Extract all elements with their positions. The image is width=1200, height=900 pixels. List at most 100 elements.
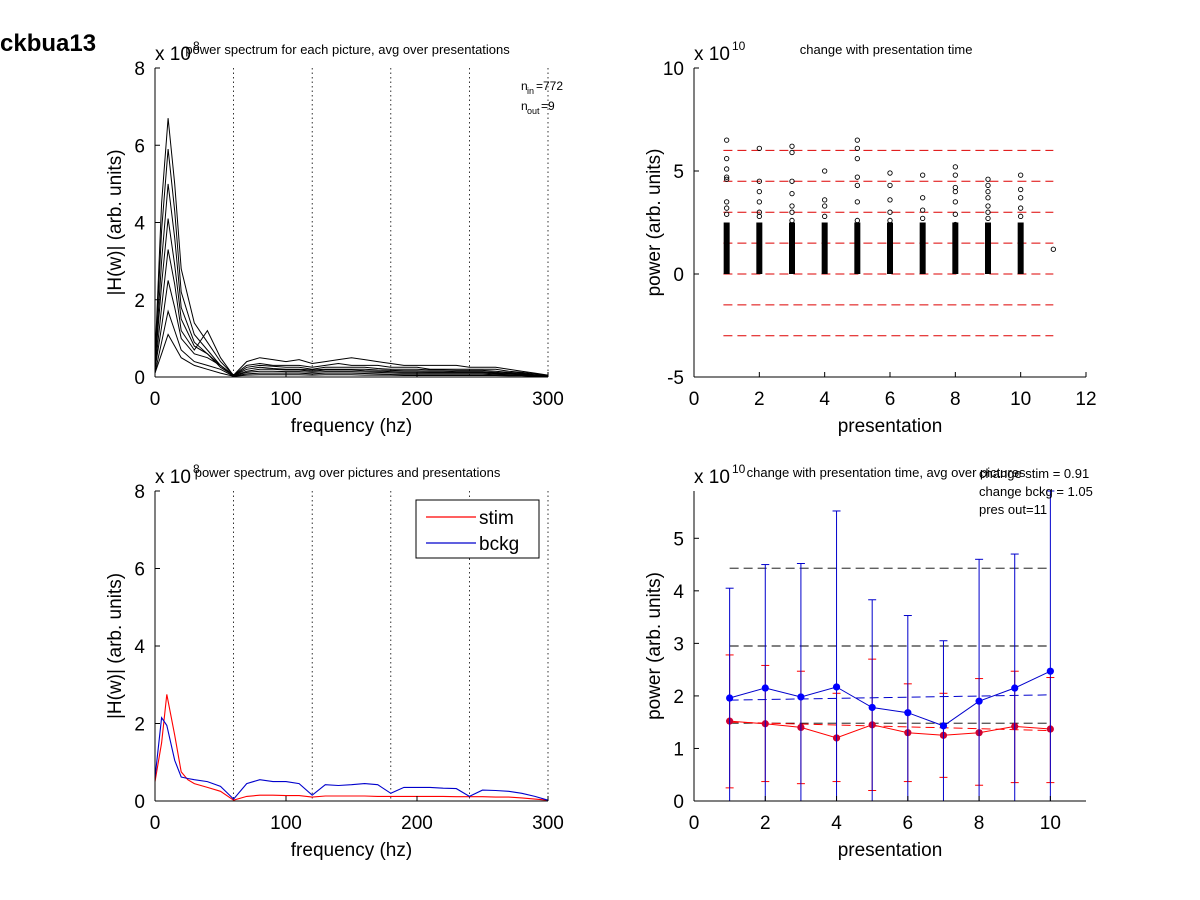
x-tick-label: 12 <box>1075 389 1096 410</box>
data-point-bckg <box>1011 684 1019 692</box>
annotation-nout-label: n <box>521 99 528 113</box>
y-tick-label: 4 <box>134 214 145 235</box>
series-line-stim <box>729 720 1051 739</box>
trend-line-bckg <box>729 694 1051 701</box>
x-tick-label: 100 <box>270 389 302 410</box>
data-point <box>854 137 860 143</box>
data-point <box>1018 213 1024 219</box>
x-tick-label: 8 <box>974 813 985 834</box>
annotation-nout-value: =9 <box>541 99 555 113</box>
x-tick-label: 6 <box>903 813 914 834</box>
y-tick-label: 0 <box>134 368 145 389</box>
x-tick-label: 0 <box>689 813 700 834</box>
x-tick-label: 2 <box>760 813 771 834</box>
x-axis-label: presentation <box>838 840 943 861</box>
spectrum-line <box>154 249 549 377</box>
data-point <box>887 217 893 224</box>
data-point <box>789 209 795 215</box>
data-point <box>985 182 991 189</box>
data-point <box>789 178 795 184</box>
spectrum-line <box>154 218 549 377</box>
legend-label: stim <box>479 508 514 529</box>
y-axis-label: |H(w)| (arb. units) <box>105 573 126 719</box>
y-exponent-label: x 10 <box>694 44 730 65</box>
panel-title: power spectrum, avg over pictures and pr… <box>195 465 501 480</box>
panel-annotation: change bckg = 1.05 <box>979 484 1093 499</box>
data-point <box>985 176 991 182</box>
y-tick-label: 8 <box>134 482 145 503</box>
data-point <box>1018 205 1024 211</box>
annotation-nin-sub: in <box>527 86 534 96</box>
y-tick-label: 2 <box>134 715 145 736</box>
data-point <box>724 199 730 205</box>
y-tick-label: 10 <box>663 59 684 80</box>
x-axis-label: frequency (hz) <box>291 840 412 861</box>
y-tick-label: 4 <box>134 637 145 658</box>
x-tick-label: 300 <box>532 813 564 834</box>
figure-title: ckbua13 <box>0 30 97 57</box>
y-tick-label: 8 <box>134 59 145 80</box>
x-tick-label: 0 <box>150 389 161 410</box>
y-tick-label: 2 <box>673 687 684 708</box>
y-exponent-power: 8 <box>193 39 200 53</box>
data-point-bckg <box>761 684 769 692</box>
x-tick-label: 200 <box>401 389 433 410</box>
data-point <box>1018 186 1024 193</box>
data-point <box>854 217 860 224</box>
data-point <box>724 174 730 180</box>
data-point <box>985 215 991 222</box>
data-point-bckg <box>832 683 841 691</box>
annotation-nin-value: =772 <box>536 79 563 93</box>
spectrum-line <box>154 333 549 378</box>
data-point <box>1050 246 1056 252</box>
spectrum-line <box>154 118 549 376</box>
y-tick-label: 0 <box>134 792 145 813</box>
y-tick-label: 6 <box>134 136 145 157</box>
x-tick-label: 10 <box>1040 813 1061 834</box>
data-point-bckg <box>1046 667 1054 675</box>
panel-annotation: change stim = 0.91 <box>979 466 1089 481</box>
spectrum-line <box>154 309 549 378</box>
y-tick-label: -5 <box>667 368 684 389</box>
annotation-nin-label: n <box>521 79 528 93</box>
data-point-bckg <box>797 693 805 701</box>
data-point <box>822 168 828 174</box>
data-point <box>887 170 893 176</box>
data-point <box>854 145 860 151</box>
y-axis-label: |H(w)| (arb. units) <box>105 149 126 295</box>
data-point <box>985 203 991 209</box>
panel-title: change with presentation time <box>800 42 973 57</box>
data-point <box>724 166 730 172</box>
spectrum-line <box>154 149 549 376</box>
x-tick-label: 4 <box>831 813 842 834</box>
data-point-bckg <box>904 709 912 717</box>
data-point <box>789 149 795 156</box>
data-point <box>952 164 958 170</box>
data-point <box>952 172 958 178</box>
y-axis-label: power (arb. units) <box>644 149 665 297</box>
x-tick-label: 0 <box>150 813 161 834</box>
x-axis-label: frequency (hz) <box>291 416 412 437</box>
data-point <box>1018 195 1024 201</box>
data-point <box>887 209 893 215</box>
annotation-nout-sub: out <box>527 106 540 116</box>
data-point <box>756 199 762 205</box>
data-point <box>756 188 762 195</box>
data-point-bckg <box>726 694 734 702</box>
panel-title: power spectrum for each picture, avg ove… <box>185 42 510 57</box>
y-tick-label: 3 <box>673 634 684 655</box>
x-tick-label: 4 <box>819 389 830 410</box>
data-point <box>952 221 958 228</box>
series-line-bckg <box>729 670 1051 727</box>
data-point <box>985 195 991 201</box>
legend-label: bckg <box>479 534 519 555</box>
y-tick-label: 5 <box>673 529 684 550</box>
data-point <box>952 188 958 195</box>
legend-box <box>415 499 540 559</box>
data-point <box>985 188 991 195</box>
y-axis-label: power (arb. units) <box>644 572 665 720</box>
data-point <box>724 137 730 143</box>
data-point-bckg <box>939 722 948 730</box>
data-point <box>724 205 730 211</box>
